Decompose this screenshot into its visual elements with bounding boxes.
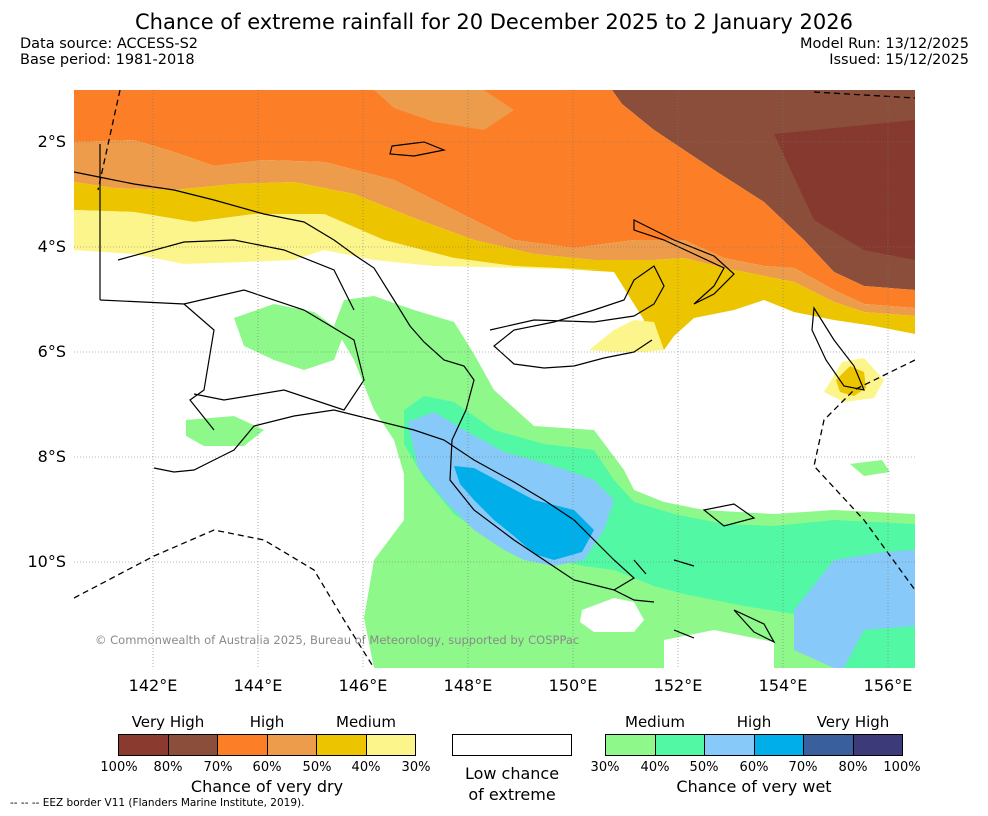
graticule bbox=[74, 90, 915, 668]
lat-label: 8°S bbox=[37, 447, 66, 466]
copyright-notice: © Commonwealth of Australia 2025, Bureau… bbox=[95, 633, 580, 647]
dry-tick: 50% bbox=[302, 760, 332, 775]
dry-swatch bbox=[119, 735, 169, 755]
dry-tick: 30% bbox=[401, 760, 431, 775]
wet-swatch bbox=[606, 735, 656, 755]
wet-tick: 50% bbox=[689, 760, 719, 775]
dry-colorbar bbox=[118, 734, 416, 756]
dry-very-high-core bbox=[774, 120, 915, 260]
dry-tick: 60% bbox=[252, 760, 282, 775]
issued-date: Issued: 15/12/2025 bbox=[829, 52, 969, 68]
manus-coast bbox=[389, 141, 447, 157]
rainfall-map bbox=[74, 90, 915, 668]
new-britain-coast bbox=[489, 265, 665, 369]
louisiade-islands bbox=[673, 609, 776, 644]
land-border-west bbox=[99, 144, 215, 431]
eez-border-southwest bbox=[74, 529, 375, 668]
lon-label: 154°E bbox=[758, 676, 808, 695]
province-borders bbox=[117, 239, 365, 411]
lon-label: 146°E bbox=[338, 676, 388, 695]
lat-label: 10°S bbox=[27, 552, 66, 571]
wet-tick: 100% bbox=[883, 760, 921, 775]
dry-tick: 40% bbox=[351, 760, 381, 775]
map-title: Chance of extreme rainfall for 20 Decemb… bbox=[135, 10, 853, 34]
low-chance-caption: Low chance of extreme bbox=[437, 763, 587, 805]
wet-60-region bbox=[454, 466, 594, 560]
base-period: Base period: 1981-2018 bbox=[20, 52, 195, 68]
lon-label: 150°E bbox=[548, 676, 598, 695]
dry-tick: 70% bbox=[203, 760, 233, 775]
dry-70-band bbox=[74, 90, 915, 308]
lon-label: 142°E bbox=[128, 676, 178, 695]
wet-level-very-high: Very High bbox=[816, 713, 890, 731]
wet-tick: 70% bbox=[788, 760, 818, 775]
coastlines bbox=[74, 141, 865, 644]
wet-swatch bbox=[705, 735, 755, 755]
white-gap-southeast bbox=[580, 598, 644, 632]
dry-60-patch-north bbox=[374, 90, 514, 130]
wet-30-patch-west bbox=[234, 304, 344, 370]
lon-label: 156°E bbox=[863, 676, 913, 695]
wet-60-patch-east bbox=[844, 626, 915, 668]
map-info-right: Model Run: 13/12/2025 Issued: 15/12/2025 bbox=[800, 36, 969, 68]
wet-level-medium: Medium bbox=[625, 713, 685, 731]
data-source: Data source: ACCESS-S2 bbox=[20, 36, 199, 52]
lon-label: 152°E bbox=[653, 676, 703, 695]
low-chance-line1: Low chance bbox=[464, 764, 560, 783]
dry-swatch bbox=[366, 735, 415, 755]
lon-label: 144°E bbox=[233, 676, 283, 695]
dry-level-very-high: Very High bbox=[131, 713, 205, 731]
dry-swatch bbox=[218, 735, 268, 755]
wet-swatch bbox=[853, 735, 902, 755]
wet-swatch bbox=[804, 735, 854, 755]
wet-tick: 40% bbox=[640, 760, 670, 775]
dry-swatch bbox=[317, 735, 367, 755]
eez-border-east bbox=[813, 359, 915, 591]
new-guinea-coast bbox=[74, 171, 636, 591]
lat-label: 2°S bbox=[37, 132, 66, 151]
dry-60-band bbox=[74, 140, 915, 316]
wet-tick: 30% bbox=[590, 760, 620, 775]
wet-caption: Chance of very wet bbox=[676, 777, 832, 796]
dry-tick: 80% bbox=[153, 760, 183, 775]
lon-label: 148°E bbox=[443, 676, 493, 695]
low-chance-swatch bbox=[452, 734, 572, 756]
lat-label: 4°S bbox=[37, 237, 66, 256]
wet-40-region bbox=[404, 396, 915, 622]
white-gap-east bbox=[664, 630, 774, 668]
wet-swatch bbox=[655, 735, 705, 755]
dry-40-band bbox=[74, 210, 604, 270]
dry-50-band bbox=[74, 182, 915, 352]
eez-footnote: -- -- -- EEZ border V11 (Flanders Marine… bbox=[10, 797, 305, 809]
wet-tick: 60% bbox=[739, 760, 769, 775]
dry-level-high: High bbox=[249, 713, 285, 731]
wet-level-high: High bbox=[736, 713, 772, 731]
lat-label: 6°S bbox=[37, 342, 66, 361]
bougainville-coast bbox=[811, 306, 865, 391]
eez-borders bbox=[74, 90, 915, 668]
dry-caption: Chance of very dry bbox=[190, 777, 344, 796]
eez-border-northeast bbox=[813, 91, 915, 99]
map-info-left: Data source: ACCESS-S2 Base period: 1981… bbox=[20, 36, 198, 68]
dentrecasteaux-islands bbox=[613, 503, 756, 603]
model-run: Model Run: 13/12/2025 bbox=[799, 36, 969, 52]
wet-colorbar bbox=[605, 734, 903, 756]
dry-swatch bbox=[267, 735, 317, 755]
new-ireland-coast bbox=[633, 219, 735, 305]
dry-tick: 100% bbox=[100, 760, 138, 775]
dry-swatch bbox=[168, 735, 218, 755]
eez-border-north bbox=[97, 90, 121, 191]
wet-30-patch-far-east bbox=[850, 460, 890, 476]
low-chance-line2: of extreme bbox=[468, 785, 556, 804]
wet-30-patch-southwest bbox=[186, 416, 264, 446]
wet-swatch bbox=[754, 735, 804, 755]
dry-level-medium: Medium bbox=[336, 713, 396, 731]
wet-tick: 80% bbox=[838, 760, 868, 775]
